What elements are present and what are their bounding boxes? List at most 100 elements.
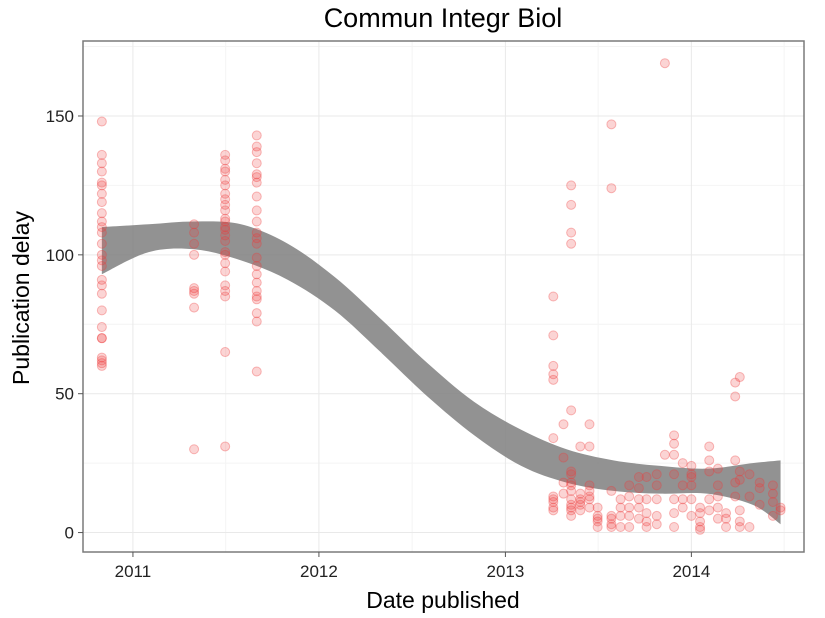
- data-point: [606, 119, 617, 130]
- data-point: [606, 519, 617, 530]
- data-point: [220, 216, 231, 227]
- data-point: [592, 516, 603, 527]
- data-point: [686, 510, 697, 521]
- data-point: [704, 494, 715, 505]
- data-point: [189, 283, 200, 294]
- data-point: [96, 188, 107, 199]
- data-point: [592, 502, 603, 513]
- data-point: [96, 322, 107, 333]
- chart-title: Commun Integr Biol: [324, 3, 563, 33]
- data-point: [730, 377, 741, 388]
- data-point: [566, 227, 577, 238]
- data-point: [548, 494, 559, 505]
- data-point: [695, 524, 706, 535]
- data-point: [251, 277, 262, 288]
- data-point: [624, 522, 635, 533]
- data-point: [566, 510, 577, 521]
- data-point: [633, 494, 644, 505]
- data-point: [704, 441, 715, 452]
- data-point: [651, 480, 662, 491]
- data-point: [584, 502, 595, 513]
- data-point: [695, 502, 706, 513]
- data-point: [220, 280, 231, 291]
- data-point: [641, 472, 652, 483]
- data-point: [633, 513, 644, 524]
- data-point: [633, 502, 644, 513]
- data-point: [251, 191, 262, 202]
- data-point: [96, 260, 107, 271]
- data-point: [220, 249, 231, 260]
- data-point: [606, 510, 617, 521]
- data-point: [251, 158, 262, 169]
- plot-panel-border: [82, 40, 805, 553]
- data-point: [189, 227, 200, 238]
- axis-ticks: 0 50 100 150 2011 2012 2013 2014: [46, 107, 711, 581]
- data-point: [96, 158, 107, 169]
- data-point: [615, 510, 626, 521]
- data-point: [712, 463, 723, 474]
- x-tick-label: 2012: [300, 562, 338, 581]
- data-point: [220, 222, 231, 233]
- data-point: [548, 369, 559, 380]
- data-point: [651, 494, 662, 505]
- data-point: [220, 188, 231, 199]
- data-point: [189, 302, 200, 313]
- data-point: [686, 472, 697, 483]
- data-point: [96, 333, 107, 344]
- data-point: [575, 441, 586, 452]
- data-point: [558, 452, 569, 463]
- data-point: [566, 477, 577, 488]
- data-point: [558, 419, 569, 430]
- y-axis-title: Publication delay: [8, 211, 34, 385]
- data-point: [767, 488, 778, 499]
- data-point: [251, 216, 262, 227]
- data-point: [615, 522, 626, 533]
- data-point: [669, 430, 680, 441]
- data-point: [251, 227, 262, 238]
- data-point: [96, 355, 107, 366]
- data-point: [669, 522, 680, 533]
- data-point: [189, 285, 200, 296]
- data-point: [704, 505, 715, 516]
- data-point: [615, 502, 626, 513]
- data-point: [633, 483, 644, 494]
- data-point: [96, 288, 107, 299]
- data-point: [251, 366, 262, 377]
- data-point: [548, 505, 559, 516]
- data-point: [548, 374, 559, 385]
- data-point: [96, 180, 107, 191]
- data-point: [734, 505, 745, 516]
- data-point: [566, 485, 577, 496]
- data-point: [566, 505, 577, 516]
- data-point: [251, 294, 262, 305]
- data-point: [584, 494, 595, 505]
- data-point: [220, 235, 231, 246]
- data-point: [592, 513, 603, 524]
- data-point: [744, 469, 755, 480]
- data-point: [651, 519, 662, 530]
- data-point: [754, 483, 765, 494]
- data-point: [767, 480, 778, 491]
- data-point: [566, 199, 577, 210]
- data-point: [730, 391, 741, 402]
- data-point: [251, 205, 262, 216]
- data-point: [96, 208, 107, 219]
- data-point: [96, 274, 107, 285]
- data-point: [677, 494, 688, 505]
- data-point: [669, 469, 680, 480]
- data-point: [566, 480, 577, 491]
- data-point: [566, 469, 577, 480]
- data-point: [754, 477, 765, 488]
- data-point: [659, 449, 670, 460]
- data-point: [566, 180, 577, 191]
- data-point: [96, 166, 107, 177]
- data-point: [744, 491, 755, 502]
- data-point: [96, 360, 107, 371]
- data-point: [189, 249, 200, 260]
- data-point: [220, 213, 231, 224]
- data-point: [96, 352, 107, 363]
- confidence-band-area: [101, 221, 781, 525]
- data-point: [651, 510, 662, 521]
- data-point: [575, 494, 586, 505]
- data-point: [584, 480, 595, 491]
